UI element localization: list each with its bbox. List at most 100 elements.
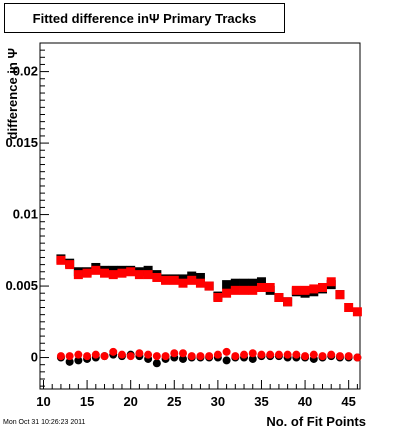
circle-marker — [170, 349, 179, 358]
circle-marker — [353, 353, 362, 362]
square-marker — [152, 272, 162, 282]
x-tick-label: 35 — [254, 394, 268, 409]
x-tick-label: 15 — [80, 394, 94, 409]
y-tick-label: 0.015 — [5, 135, 38, 150]
square-marker — [187, 275, 197, 285]
x-tick-label: 45 — [341, 394, 355, 409]
axis-ticks: 10 15 20 25 30 35 40 45 0 0.005 0.01 0.015 0.02 — [5, 42, 358, 409]
square-marker — [108, 270, 118, 280]
circle-marker — [187, 352, 196, 361]
circle-marker — [117, 350, 126, 359]
circle-marker — [248, 354, 257, 363]
circle-marker — [91, 350, 100, 359]
circle-marker — [231, 352, 240, 361]
circle-marker — [240, 350, 249, 359]
square-marker — [143, 270, 153, 280]
square-marker — [248, 278, 258, 288]
circle-marker — [56, 352, 65, 361]
square-marker — [169, 275, 179, 285]
square-marker — [222, 280, 232, 290]
square-marker — [291, 285, 301, 295]
x-tick-label: 40 — [298, 394, 312, 409]
circle-marker — [161, 352, 170, 361]
square-marker — [309, 284, 319, 294]
square-marker — [352, 307, 362, 317]
circle-marker — [344, 352, 353, 361]
circle-marker — [178, 354, 187, 363]
circle-marker — [266, 350, 275, 359]
square-marker — [73, 270, 83, 280]
circle-marker — [196, 352, 205, 361]
square-marker — [230, 285, 240, 295]
square-marker — [204, 281, 214, 291]
square-marker — [213, 292, 223, 302]
y-tick-label: 0.01 — [13, 207, 38, 222]
y-tick-label: 0.02 — [13, 64, 38, 79]
square-marker — [283, 297, 293, 307]
circle-marker — [178, 349, 187, 358]
circle-marker — [318, 352, 327, 361]
x-tick-label: 25 — [167, 394, 181, 409]
circle-marker — [65, 352, 74, 361]
square-marker — [239, 278, 249, 288]
circle-marker — [292, 350, 301, 359]
circle-marker — [222, 347, 231, 356]
square-marker — [100, 268, 110, 278]
circle-marker — [274, 350, 283, 359]
circle-marker — [74, 350, 83, 359]
circle-marker — [144, 350, 153, 359]
circle-marker — [283, 350, 292, 359]
y-tick-label: 0.005 — [5, 278, 38, 293]
circle-marker — [205, 352, 214, 361]
circle-marker — [222, 356, 231, 365]
circle-marker — [152, 359, 161, 368]
square-marker — [195, 278, 205, 288]
circle-marker — [335, 352, 344, 361]
square-marker — [117, 268, 127, 278]
square-marker — [65, 260, 75, 270]
data-marks — [56, 254, 362, 368]
timestamp: Mon Oct 31 10:26:23 2011 — [3, 419, 86, 426]
square-marker — [248, 285, 258, 295]
y-axis-title: difference in Ψ — [5, 48, 20, 139]
square-marker — [344, 303, 354, 313]
square-marker — [222, 288, 232, 298]
circle-marker — [309, 350, 318, 359]
square-marker — [161, 275, 171, 285]
square-marker — [134, 270, 144, 280]
circle-marker — [301, 352, 310, 361]
square-marker — [56, 255, 66, 265]
square-marker — [230, 278, 240, 288]
chart-title: Fitted difference inΨ Primary Tracks — [4, 3, 285, 33]
square-marker — [82, 268, 92, 278]
circle-marker — [65, 357, 74, 366]
square-marker — [326, 277, 336, 287]
square-marker — [265, 282, 275, 292]
circle-marker — [74, 356, 83, 365]
circle-marker — [109, 347, 118, 356]
square-marker — [195, 272, 205, 282]
circle-marker — [248, 349, 257, 358]
circle-marker — [100, 352, 109, 361]
square-marker — [318, 282, 328, 292]
square-marker — [300, 285, 310, 295]
square-marker — [256, 282, 266, 292]
circle-marker — [126, 352, 135, 361]
square-marker — [178, 278, 188, 288]
square-marker — [274, 292, 284, 302]
x-tick-label: 10 — [36, 394, 50, 409]
circle-marker — [152, 352, 161, 361]
circle-marker — [327, 350, 336, 359]
x-axis-title: No. of Fit Points — [266, 414, 366, 429]
x-tick-label: 20 — [123, 394, 137, 409]
y-tick-label: 0 — [31, 350, 38, 365]
plot-frame — [39, 42, 361, 390]
circle-marker — [83, 352, 92, 361]
square-marker — [126, 267, 136, 277]
circle-marker — [257, 350, 266, 359]
square-marker — [335, 290, 345, 300]
x-tick-label: 30 — [211, 394, 225, 409]
square-marker — [239, 285, 249, 295]
square-marker — [91, 265, 101, 275]
